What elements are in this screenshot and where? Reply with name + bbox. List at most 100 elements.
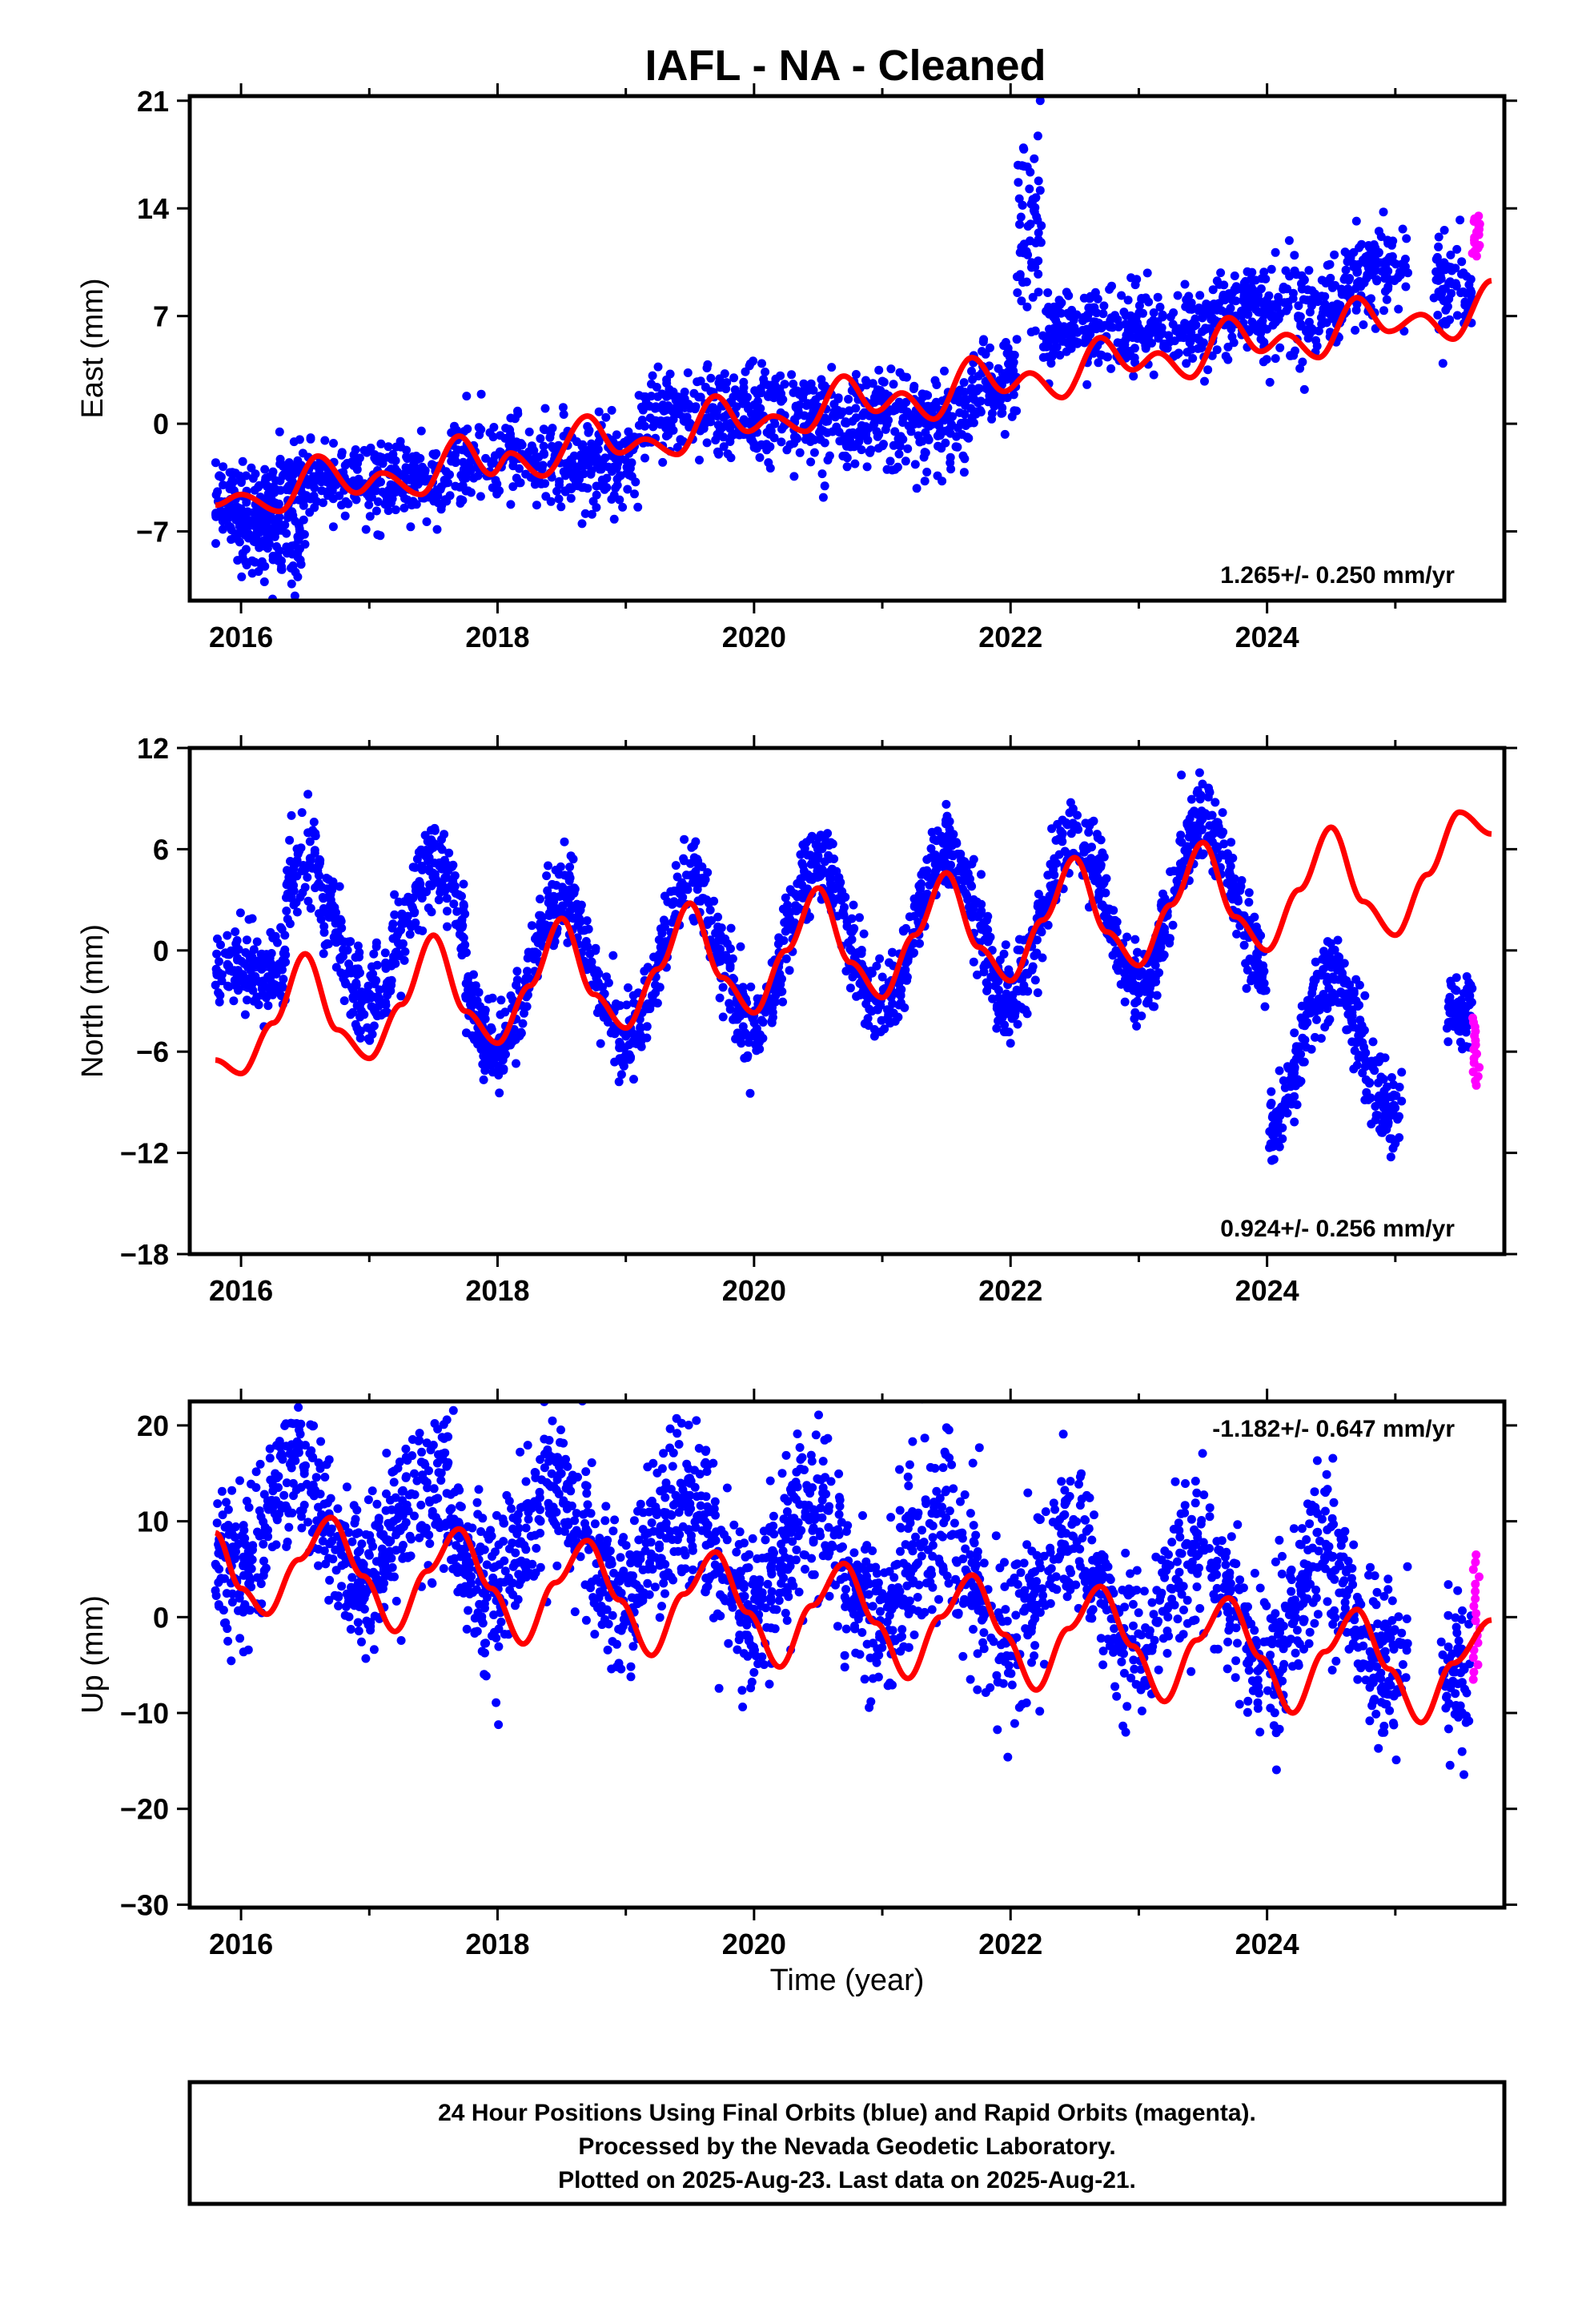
north-final-point xyxy=(898,926,908,935)
east-final-point xyxy=(893,434,903,444)
east-final-point xyxy=(884,416,893,425)
north-final-point xyxy=(516,1028,526,1038)
east-final-point xyxy=(1443,302,1452,312)
east-final-point xyxy=(1208,285,1218,295)
north-final-point xyxy=(813,873,822,883)
north-final-point xyxy=(1126,973,1136,983)
east-final-point xyxy=(903,444,913,453)
north-final-point xyxy=(442,894,452,903)
north-final-point xyxy=(859,929,869,939)
east-final-point xyxy=(1173,291,1182,300)
north-final-point xyxy=(231,927,240,936)
north-final-point xyxy=(558,883,567,892)
north-final-point xyxy=(546,910,556,919)
north-final-point xyxy=(223,950,232,959)
north-final-point xyxy=(585,949,595,959)
east-final-point xyxy=(1374,227,1383,236)
east-final-point xyxy=(609,514,619,524)
east-final-point xyxy=(329,439,338,448)
east-final-point xyxy=(1042,332,1052,341)
north-final-point xyxy=(726,923,736,933)
north-final-point xyxy=(214,988,223,997)
north-final-point xyxy=(332,915,342,925)
north-final-point xyxy=(1239,940,1249,950)
north-final-point xyxy=(1164,937,1174,947)
east-final-point xyxy=(857,445,866,455)
north-final-point xyxy=(282,907,291,915)
north-final-point xyxy=(1362,1088,1371,1097)
east-final-point xyxy=(917,389,927,399)
east-final-point xyxy=(340,511,350,521)
east-final-point xyxy=(1353,278,1362,287)
north-final-point xyxy=(462,948,471,957)
east-final-point xyxy=(844,395,853,404)
north-final-point xyxy=(689,916,699,926)
east-final-point xyxy=(1207,315,1216,324)
east-final-point xyxy=(1340,247,1350,257)
north-final-point xyxy=(297,866,307,875)
east-final-point xyxy=(1296,321,1306,330)
north-final-point xyxy=(1098,848,1107,858)
north-final-point xyxy=(512,975,522,985)
east-final-point xyxy=(1107,281,1116,291)
east-final-point xyxy=(940,366,949,376)
east-final-point xyxy=(732,402,741,412)
north-final-point xyxy=(701,875,710,884)
east-final-point xyxy=(1180,319,1190,328)
north-final-point xyxy=(941,863,950,873)
north-final-point xyxy=(1136,984,1146,994)
east-final-point xyxy=(243,533,253,543)
east-final-point xyxy=(773,385,782,395)
east-final-point xyxy=(616,471,625,480)
north-final-point xyxy=(849,925,858,935)
east-final-point xyxy=(741,417,751,427)
east-final-point xyxy=(445,470,454,480)
east-final-point xyxy=(607,467,616,476)
east-final-point xyxy=(254,482,263,492)
north-final-orbit-points xyxy=(211,768,1477,1165)
north-final-point xyxy=(380,948,390,958)
north-final-point xyxy=(703,868,713,877)
east-final-point xyxy=(842,462,852,472)
east-final-point xyxy=(539,448,548,458)
north-final-point xyxy=(1172,866,1182,876)
north-final-point xyxy=(743,1051,753,1060)
east-final-point xyxy=(1197,343,1207,352)
north-final-point xyxy=(512,967,522,976)
east-final-point xyxy=(1195,291,1205,300)
east-frame xyxy=(187,94,1507,603)
east-final-point xyxy=(293,572,303,581)
north-final-point xyxy=(508,1031,518,1041)
north-final-point xyxy=(931,859,941,869)
north-final-point xyxy=(1058,815,1067,825)
east-final-point xyxy=(275,454,285,464)
north-final-point xyxy=(958,860,968,870)
east-final-point xyxy=(647,380,656,389)
east-final-point xyxy=(1271,247,1280,257)
east-final-point xyxy=(352,464,362,474)
north-final-point xyxy=(1188,826,1198,835)
east-final-point xyxy=(1352,300,1362,309)
north-final-point xyxy=(428,842,438,852)
north-final-point xyxy=(390,890,400,899)
east-final-point xyxy=(512,437,521,447)
north-final-point xyxy=(1034,899,1043,908)
north-final-point xyxy=(1311,1007,1320,1016)
north-final-point xyxy=(1195,768,1204,778)
north-final-point xyxy=(1295,1042,1304,1051)
north-final-point xyxy=(1137,1011,1146,1021)
east-final-point xyxy=(594,407,604,416)
north-final-point xyxy=(1327,946,1337,955)
east-final-point xyxy=(1096,323,1106,332)
east-final-point xyxy=(986,343,994,352)
north-final-point xyxy=(1368,1037,1378,1047)
east-final-point xyxy=(757,359,766,368)
east-final-point xyxy=(1309,326,1319,335)
north-final-point xyxy=(506,1040,515,1050)
east-final-point xyxy=(1440,316,1450,326)
north-final-point xyxy=(276,923,286,932)
north-final-point xyxy=(449,899,459,909)
north-final-point xyxy=(1244,888,1254,898)
east-final-point xyxy=(1242,283,1251,293)
